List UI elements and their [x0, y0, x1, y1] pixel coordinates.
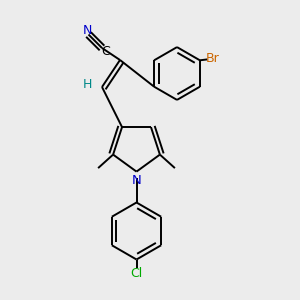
Text: Cl: Cl: [130, 267, 142, 280]
Text: C: C: [101, 45, 110, 58]
Text: N: N: [132, 173, 141, 187]
Text: Br: Br: [206, 52, 219, 65]
Text: N: N: [82, 23, 92, 37]
Text: H: H: [83, 77, 92, 91]
